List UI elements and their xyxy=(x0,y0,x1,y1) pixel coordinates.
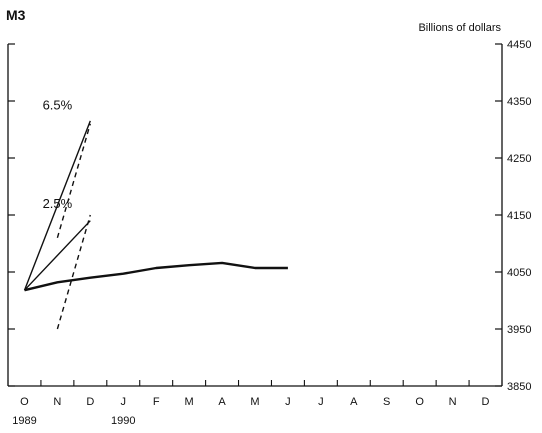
x-tick-label: D xyxy=(86,396,94,408)
x-tick-label: M xyxy=(250,396,259,408)
growth-rate-label: 6.5% xyxy=(43,98,73,113)
x-tick-label: J xyxy=(318,396,324,408)
y-tick-label: 3950 xyxy=(507,324,531,336)
x-tick-label: J xyxy=(285,396,291,408)
x-tick-label: F xyxy=(153,396,160,408)
y-tick-label: 4250 xyxy=(507,153,531,165)
x-tick-label: A xyxy=(350,396,358,408)
x-tick-label: A xyxy=(218,396,226,408)
x-tick-label: S xyxy=(383,396,390,408)
x-tick-label: J xyxy=(121,396,127,408)
upper-tunnel-line xyxy=(56,123,91,238)
y-tick-label: 4350 xyxy=(507,96,531,108)
x-tick-label: N xyxy=(449,396,457,408)
actual-line xyxy=(24,261,288,292)
y-tick-label: 3850 xyxy=(507,381,531,393)
lower-tunnel-line xyxy=(56,214,91,330)
chart-title: M3 xyxy=(6,7,26,23)
year-label: 1989 xyxy=(12,415,36,427)
y-axis-unit-label: Billions of dollars xyxy=(418,22,501,34)
y-tick-label: 4050 xyxy=(507,267,531,279)
year-label: 1990 xyxy=(111,415,135,427)
x-tick-label: O xyxy=(415,396,424,408)
upper-cone-line xyxy=(23,120,91,291)
x-tick-label: M xyxy=(185,396,194,408)
lower-cone-line xyxy=(23,220,91,291)
y-tick-label: 4450 xyxy=(507,39,531,51)
plot-area: 3850 3950 4050 4150 4250 4350 4450 O N D J F M A M J J A S… xyxy=(7,39,531,427)
x-tick-label: N xyxy=(53,396,61,408)
y-tick-label: 4150 xyxy=(507,210,531,222)
growth-rate-label: 2.5% xyxy=(43,196,73,211)
x-tick-label: O xyxy=(20,396,29,408)
x-tick-label: D xyxy=(482,396,490,408)
